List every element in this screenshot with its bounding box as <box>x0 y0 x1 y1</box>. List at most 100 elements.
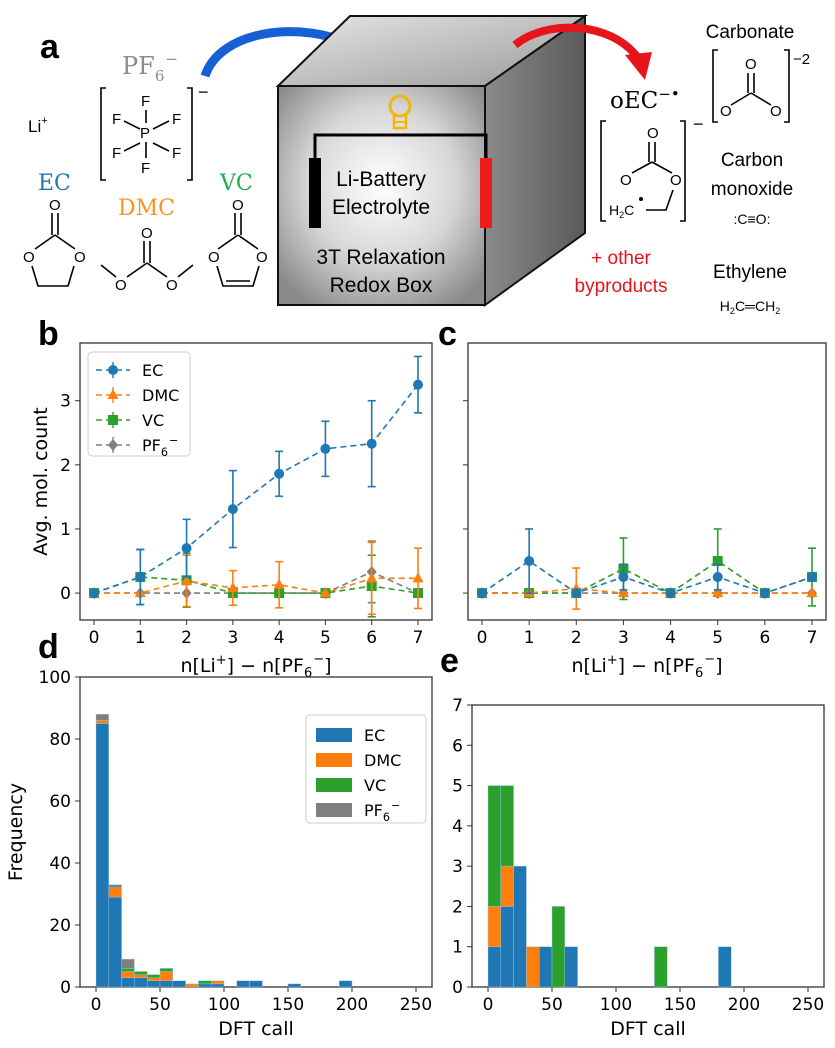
bar-ec <box>108 896 122 988</box>
marker-circle <box>135 572 146 583</box>
legend-entry: VC <box>96 411 164 430</box>
bar-vc <box>134 971 148 975</box>
circuit-wire <box>313 133 488 160</box>
x-tick-label: 2 <box>571 628 582 648</box>
box-text-line1: Li-Battery <box>336 168 426 191</box>
marker-square <box>712 556 723 567</box>
ethylene-label: Ethylene <box>713 262 787 283</box>
y-tick-label: 2 <box>60 456 71 476</box>
y-tick-label: 20 <box>49 916 71 936</box>
carbonate-charge: −2 <box>793 51 810 68</box>
marker-circle <box>712 572 723 583</box>
series-line <box>94 577 418 594</box>
legend-entry: VC <box>316 776 386 795</box>
pf6-structure: − P F F F F F F <box>100 82 209 181</box>
marker-triangle <box>712 587 724 598</box>
marker-circle <box>108 365 118 375</box>
marker-circle <box>759 588 770 599</box>
atom-o: O <box>49 197 61 214</box>
atom-o: O <box>720 103 732 120</box>
y-tick-label: 0 <box>60 978 71 998</box>
bar-vc <box>198 980 212 985</box>
bar-ec <box>718 946 732 988</box>
x-tick-label: 4 <box>665 628 676 648</box>
legend-entry: PF6− <box>96 434 178 459</box>
marker-circle <box>477 588 487 599</box>
bar-dmc <box>185 983 199 988</box>
chart-b-avg-count-errorbar: 0 1 2 3 4 5 6 7 0 1 2 3 n[Li+] − n[PF6−] Avg. mol. co… <box>30 342 433 681</box>
x-tick-label: 5 <box>320 628 331 648</box>
bar-vc <box>487 785 502 907</box>
vc-label: VC <box>219 171 253 196</box>
y-tick-label: 0 <box>452 978 463 998</box>
marker-circle <box>807 572 817 583</box>
bar-ec <box>134 977 148 988</box>
x-tick-label: 3 <box>227 628 238 648</box>
bar-ec <box>95 723 110 988</box>
carbonate-structure: −2 O O O <box>712 49 810 123</box>
oec-charge: − <box>693 114 704 134</box>
other-byproducts-line1: + other <box>591 248 651 269</box>
atom-p: P <box>140 125 150 142</box>
x-tick-label: 150 <box>272 995 304 1015</box>
panel-label-a: a <box>40 28 60 66</box>
dmc-label: DMC <box>118 196 175 221</box>
co-label-line1: Carbon <box>721 150 783 171</box>
bar-dmc <box>500 865 514 907</box>
x-axis-label: n[Li+] − n[PF6−] <box>571 652 722 681</box>
y-tick-label: 5 <box>452 777 463 797</box>
y-tick-label: 7 <box>452 696 463 716</box>
series-line <box>94 571 419 594</box>
y-tick-label: 40 <box>49 854 71 874</box>
ec-structure: O O O <box>23 197 86 287</box>
panel-label-d: d <box>38 628 59 666</box>
y-tick-label: 100 <box>39 668 71 688</box>
x-axis-label: DFT call <box>610 1018 686 1040</box>
pf6-label: PF6− <box>122 50 178 85</box>
panel-label-e: e <box>440 642 459 680</box>
oec-label: oEC−• <box>610 85 680 114</box>
legend-label: VC <box>364 776 386 795</box>
bar-dmc <box>146 977 161 982</box>
bar-ec <box>249 980 263 988</box>
box-text-line2: Electrolyte <box>332 196 430 219</box>
bar-vc <box>121 968 135 972</box>
y-tick-label: 80 <box>49 730 71 750</box>
marker-triangle <box>366 572 378 583</box>
bar-pf <box>121 958 135 969</box>
bar-ec <box>339 980 353 988</box>
x-axis-label: n[Li+] − n[PF6−] <box>180 652 331 681</box>
atom-o: O <box>770 103 782 120</box>
bar-pf <box>108 884 122 889</box>
bar-vc <box>146 974 161 978</box>
legend-swatch <box>316 728 352 742</box>
bar-dmc <box>95 720 110 724</box>
series-line <box>482 587 812 594</box>
atom-o: O <box>115 277 127 294</box>
legend-entry: EC <box>96 361 163 380</box>
atom-o: O <box>232 197 244 214</box>
marker-circle <box>181 543 192 554</box>
bar-ec <box>146 980 161 988</box>
x-tick-label: 7 <box>807 628 818 648</box>
bar-vc <box>551 906 566 988</box>
series-line <box>93 576 419 594</box>
panel-label-b: b <box>38 315 59 353</box>
legend-entry: DMC <box>96 386 179 405</box>
atom-f: F <box>172 145 181 162</box>
legend: EC DMC VC PF6− <box>305 714 427 824</box>
ec-label: EC <box>38 171 71 196</box>
y-tick-label: 6 <box>452 736 463 756</box>
box-text-line3: 3T Relaxation <box>316 246 445 269</box>
bar-ec <box>487 946 502 988</box>
y-tick-label: 1 <box>60 520 71 540</box>
atom-o: O <box>141 225 153 242</box>
legend-swatch <box>316 753 352 767</box>
other-byproducts-line2: byproducts <box>575 276 668 297</box>
y-tick-label: 0 <box>60 584 71 604</box>
carbonate-label: Carbonate <box>706 22 795 43</box>
legend-label: DMC <box>142 386 179 405</box>
atom-f: F <box>172 111 181 128</box>
bar-ec <box>172 980 186 988</box>
legend-label: DMC <box>364 751 401 770</box>
